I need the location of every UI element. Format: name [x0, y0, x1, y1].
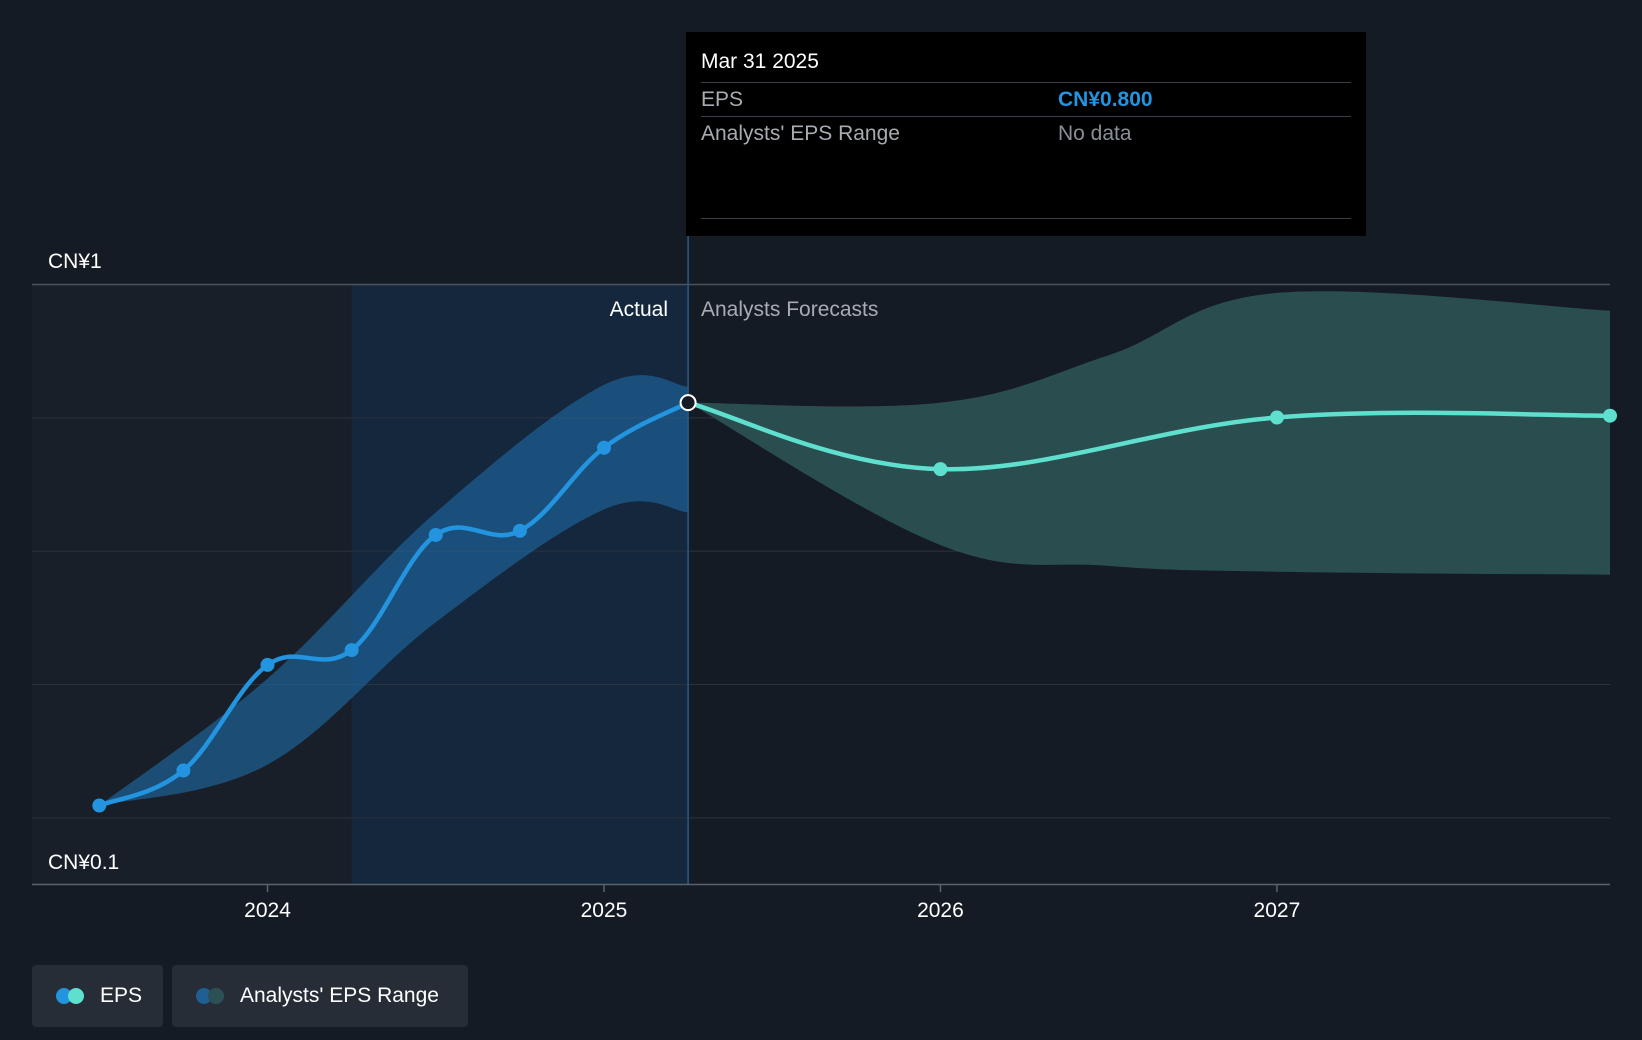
eps-actual-line — [97, 400, 691, 808]
eps-legend-icon — [56, 987, 88, 1005]
actual-label: Actual — [610, 298, 668, 321]
x-tick-label: 2025 — [581, 899, 628, 922]
tooltip-divider — [701, 218, 1351, 219]
tooltip-range-value: No data — [1058, 122, 1132, 145]
eps-actual-point[interactable] — [428, 527, 443, 542]
legend-eps-label: EPS — [100, 984, 143, 1007]
y-tick-label-bottom: CN¥0.1 — [48, 851, 119, 874]
tooltip-eps-value: CN¥0.800 — [1058, 88, 1153, 111]
forecast-eps-range-band — [688, 291, 1610, 575]
tooltip-row-eps: EPS CN¥0.800 — [701, 82, 1351, 117]
eps-hover-point[interactable] — [679, 394, 697, 412]
tooltip-range-label: Analysts' EPS Range — [701, 122, 900, 145]
eps-actual-point[interactable] — [344, 643, 359, 658]
eps-actual-point[interactable] — [596, 440, 611, 455]
eps-range-legend-icon — [196, 987, 228, 1005]
eps-actual-point[interactable] — [260, 657, 275, 672]
legend-eps[interactable]: EPS — [32, 965, 163, 1027]
eps-forecast-point[interactable] — [1269, 410, 1284, 425]
x-tick-label: 2024 — [244, 899, 291, 922]
tooltip-date: Mar 31 2025 — [701, 50, 819, 73]
eps-actual-point[interactable] — [512, 523, 527, 538]
legend-eps-range-label: Analysts' EPS Range — [240, 984, 439, 1007]
eps-forecast-point[interactable] — [933, 462, 948, 477]
forecast-label: Analysts Forecasts — [701, 298, 878, 321]
tooltip-eps-label: EPS — [701, 88, 744, 111]
tooltip-row-range: Analysts' EPS Range No data — [701, 116, 1351, 151]
eps-actual-point[interactable] — [176, 763, 191, 778]
y-tick-label-top: CN¥1 — [48, 250, 102, 273]
hover-tooltip: Mar 31 2025 EPS CN¥0.800 Analysts' EPS R… — [686, 32, 1366, 236]
eps-forecast-point[interactable] — [1603, 408, 1617, 423]
eps-forecast-line — [685, 400, 1613, 472]
eps-actual-point[interactable] — [92, 798, 107, 813]
x-tick-label: 2026 — [917, 899, 964, 922]
legend-eps-range[interactable]: Analysts' EPS Range — [172, 965, 468, 1027]
x-tick-label: 2027 — [1254, 899, 1301, 922]
